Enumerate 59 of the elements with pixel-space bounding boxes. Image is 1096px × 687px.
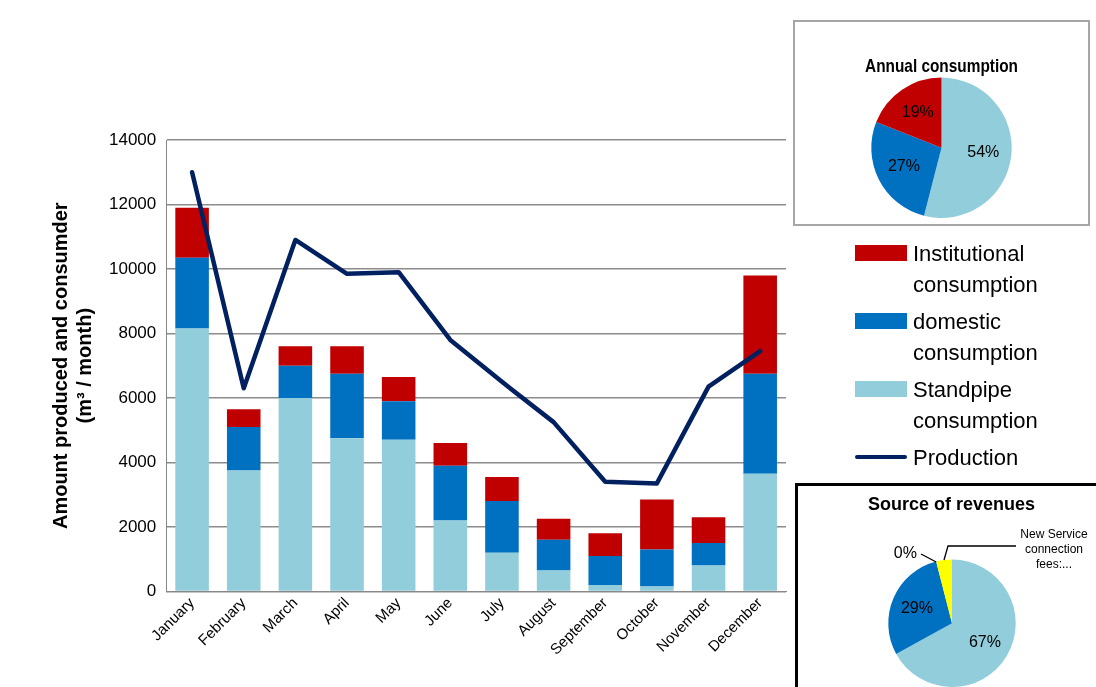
y-tick-label: 8000 [118, 323, 157, 343]
bar [485, 501, 519, 553]
x-tick-label: July [476, 593, 508, 625]
bar [691, 543, 726, 566]
y-tick-label: 6000 [118, 387, 157, 407]
bar [743, 275, 777, 374]
legend-label: Production [913, 444, 1019, 472]
bar [433, 443, 468, 466]
bar [175, 207, 209, 258]
bar [691, 565, 726, 591]
bar [485, 552, 519, 591]
chart-title: Annual consumption [865, 55, 1018, 77]
bar [485, 476, 519, 502]
bar [433, 465, 468, 521]
bar [743, 373, 777, 474]
bar [278, 346, 313, 366]
x-tick-label: May [371, 593, 405, 626]
data-label: 29% [900, 598, 933, 616]
bar [330, 346, 364, 374]
bar [381, 439, 416, 591]
bar [588, 584, 623, 591]
bar [226, 470, 261, 591]
y-axis-title: Amount produced and consumder (m³ / month) [48, 202, 95, 530]
y-tick-label: 2000 [118, 516, 157, 536]
bar [588, 555, 623, 585]
bar [640, 586, 674, 591]
slice-label: New Service connection fees:... [1020, 526, 1088, 571]
bar [536, 518, 571, 540]
bar [433, 520, 468, 591]
bar [640, 499, 674, 550]
bar [381, 401, 416, 440]
data-label: 67% [968, 633, 1001, 651]
y-tick-label: 10000 [108, 258, 157, 278]
data-label: 54% [967, 143, 1000, 161]
bar [640, 549, 674, 587]
bar [330, 438, 364, 591]
text: 0% [893, 544, 917, 562]
bar [278, 365, 313, 398]
bar [588, 533, 623, 556]
chart-title: Source of revenues [868, 493, 1036, 514]
bar [278, 397, 313, 591]
data-label: 27% [887, 157, 920, 175]
bar [330, 373, 364, 439]
bar [743, 473, 777, 591]
bar [226, 426, 261, 471]
bar [175, 257, 209, 329]
legend-label: Standpipe consumption [913, 376, 1039, 435]
legend-label: domestic consumption [913, 308, 1039, 367]
y-tick-label: 14000 [108, 129, 157, 149]
y-tick-label: 0 [146, 581, 157, 601]
bar [381, 376, 416, 402]
y-tick-label: 12000 [108, 194, 157, 214]
bar [691, 517, 726, 544]
y-tick-label: 4000 [118, 452, 157, 472]
bar [175, 328, 209, 591]
bar [226, 409, 261, 427]
bar [536, 570, 571, 591]
bar [536, 539, 571, 571]
data-label: 19% [901, 103, 934, 121]
